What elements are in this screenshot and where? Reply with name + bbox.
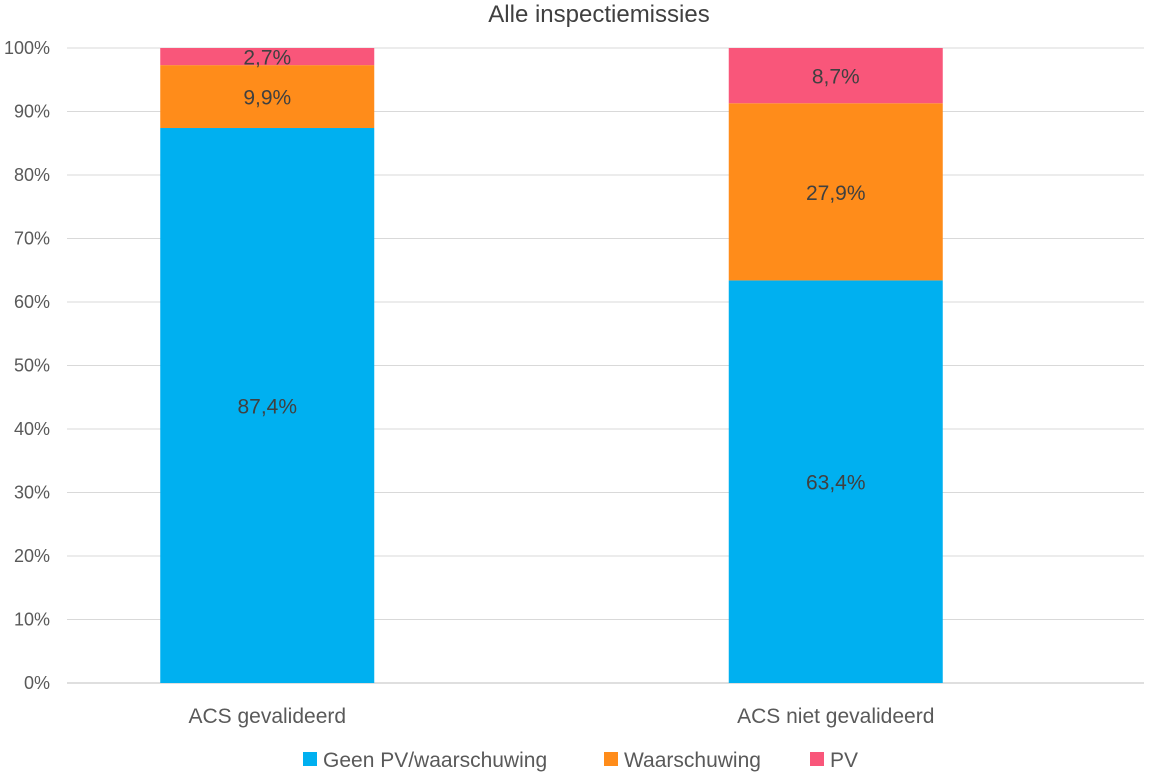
y-tick-label: 50% bbox=[14, 356, 50, 376]
y-tick-label: 0% bbox=[24, 673, 50, 693]
legend-swatch bbox=[303, 752, 317, 766]
data-label: 9,9% bbox=[243, 87, 291, 110]
data-labels: 87,4% 9,9% 2,7% 63,4% 27,9% 8,7% bbox=[237, 47, 865, 495]
data-label: 87,4% bbox=[237, 396, 297, 419]
y-axis-tick-labels: 0% 10% 20% 30% 40% 50% 60% 70% 80% 90% 100% bbox=[4, 38, 50, 693]
y-tick-label: 80% bbox=[14, 165, 50, 185]
bar-segment-pv bbox=[160, 48, 375, 66]
legend-label: Geen PV/waarschuwing bbox=[323, 749, 547, 772]
legend: Geen PV/waarschuwing Waarschuwing PV bbox=[303, 749, 858, 772]
bars bbox=[160, 48, 943, 683]
legend-swatch bbox=[604, 752, 618, 766]
x-category-label: ACS niet gevalideerd bbox=[737, 705, 934, 728]
data-label: 2,7% bbox=[243, 47, 291, 70]
x-category-label: ACS gevalideerd bbox=[188, 705, 346, 728]
legend-label: Waarschuwing bbox=[624, 749, 761, 772]
x-axis-category-labels: ACS gevalideerd ACS niet gevalideerd bbox=[188, 705, 934, 728]
data-label: 63,4% bbox=[806, 472, 866, 495]
bar-segment-waarschuwing bbox=[160, 65, 375, 129]
bar-segment-geen-pv-waarschuwing bbox=[160, 128, 375, 683]
data-label: 27,9% bbox=[806, 182, 866, 205]
chart-title: Alle inspectiemissies bbox=[488, 1, 709, 28]
y-tick-label: 40% bbox=[14, 419, 50, 439]
y-tick-label: 10% bbox=[14, 610, 50, 630]
y-tick-label: 20% bbox=[14, 546, 50, 566]
y-tick-label: 70% bbox=[14, 229, 50, 249]
bar-segment-geen-pv-waarschuwing bbox=[728, 280, 943, 683]
legend-swatch bbox=[810, 752, 824, 766]
legend-label: PV bbox=[830, 749, 858, 772]
y-tick-label: 30% bbox=[14, 483, 50, 503]
y-tick-label: 90% bbox=[14, 102, 50, 122]
bar-segment-pv bbox=[728, 48, 943, 104]
y-tick-label: 100% bbox=[4, 38, 50, 58]
data-label: 8,7% bbox=[812, 66, 860, 89]
bar-segment-waarschuwing bbox=[728, 103, 943, 281]
y-tick-label: 60% bbox=[14, 292, 50, 312]
